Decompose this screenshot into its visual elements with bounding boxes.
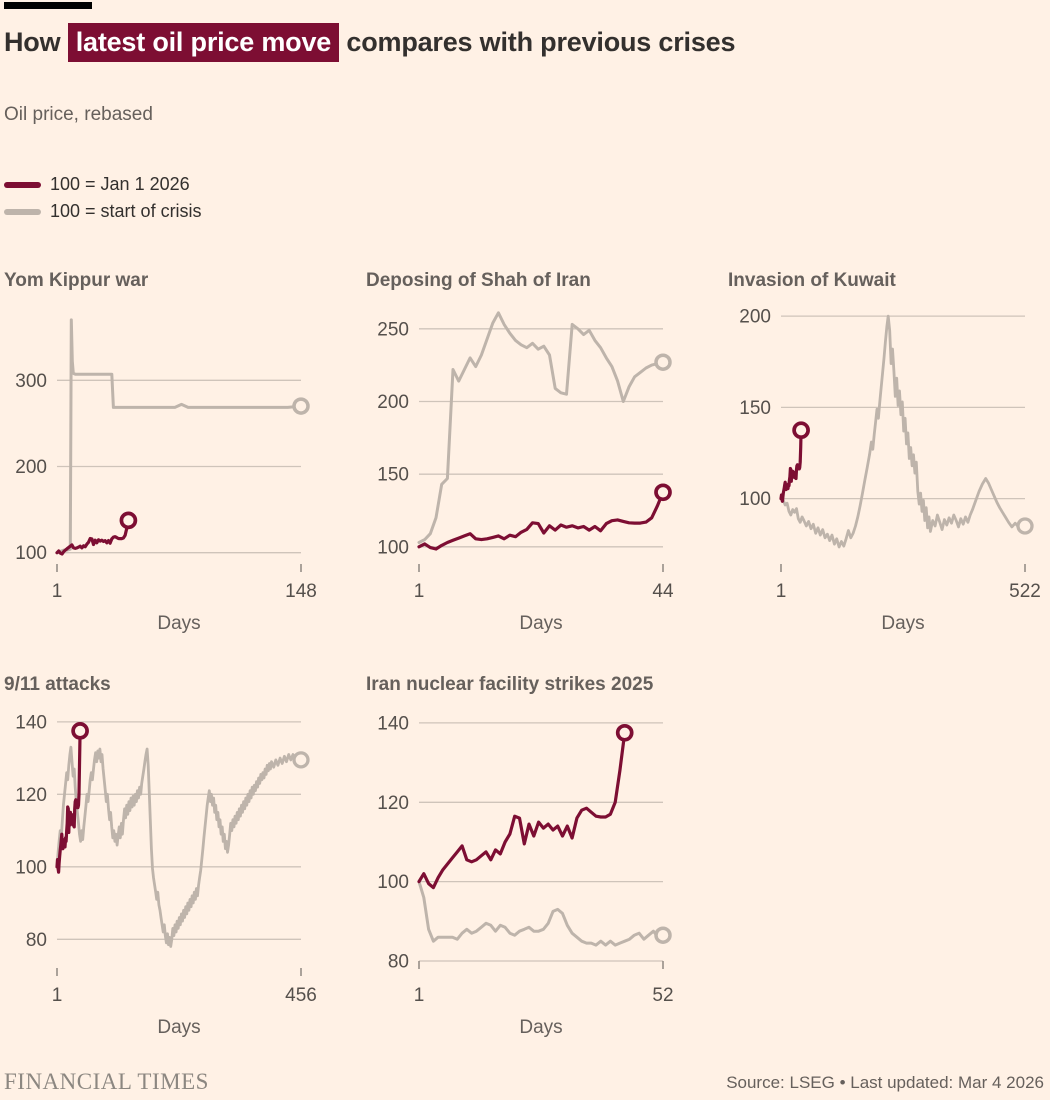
- y-tick-label: 80: [26, 930, 47, 951]
- y-tick-label: 100: [15, 858, 47, 879]
- series-end-marker: [615, 724, 634, 743]
- series-line-gray_line: [55, 746, 303, 949]
- y-tick-label: 200: [15, 457, 47, 478]
- chart-svg: 80 100 120 140 1 456 Days: [15, 713, 317, 1039]
- y-tick-label: 100: [377, 873, 409, 894]
- series-line-gray_line: [417, 880, 665, 948]
- y-tick-label: 100: [15, 544, 47, 565]
- legend-label: 100 = start of crisis: [50, 201, 202, 222]
- series-end-marker: [654, 353, 672, 372]
- chart-panel: Deposing of Shah of Iran 100 150 200 250 1 44 D…: [366, 269, 674, 635]
- top-black-bar: [4, 2, 92, 9]
- series-end-marker: [71, 722, 89, 741]
- series-end-marker: [119, 511, 138, 530]
- series-end-marker: [1016, 517, 1034, 536]
- chart-panel: 9/11 attacks 80 100 120 140 1 456 Days: [4, 673, 317, 1039]
- series-line-claret: [55, 519, 131, 557]
- y-tick-label: 150: [377, 465, 409, 486]
- y-tick-label: 200: [739, 307, 771, 328]
- panel-title: Iran nuclear facility strikes 2025: [366, 674, 654, 696]
- x-tick-label: 456: [285, 985, 317, 1006]
- panels-grid: Yom Kippur war 100 200 300 1 148 Days Deposing …: [4, 269, 1044, 1039]
- series-end-marker: [654, 483, 672, 502]
- x-tick-label: 52: [652, 985, 673, 1006]
- y-tick-label: 80: [388, 952, 409, 973]
- series-end-marker: [292, 397, 310, 416]
- y-tick-label: 150: [739, 398, 771, 419]
- y-tick-label: 100: [377, 538, 409, 559]
- chart-subtitle: Oil price, rebased: [4, 104, 153, 126]
- panel-title: Invasion of Kuwait: [728, 270, 896, 292]
- x-tick-label: 1: [414, 985, 425, 1006]
- x-tick-label: 1: [414, 581, 425, 602]
- y-tick-label: 140: [377, 714, 409, 735]
- series-end-marker: [292, 751, 310, 769]
- series-line-claret: [417, 491, 665, 552]
- x-tick-label: 1: [776, 581, 787, 602]
- x-axis-title: Days: [157, 1017, 200, 1038]
- legend-swatch-crisis: [4, 208, 41, 215]
- x-tick-label: 148: [285, 581, 317, 602]
- series-line-gray_line: [417, 311, 665, 545]
- chart-svg: 100 150 200 250 1 44 Days: [377, 311, 674, 634]
- y-tick-label: 200: [377, 392, 409, 413]
- chart-panel: Iran nuclear facility strikes 2025 80 100 1…: [366, 673, 674, 1039]
- y-tick-label: 300: [15, 371, 47, 392]
- title-suffix: compares with previous crises: [339, 27, 736, 57]
- legend: 100 = Jan 1 2026 100 = start of crisis: [4, 171, 1044, 225]
- panel-title: Deposing of Shah of Iran: [366, 270, 591, 292]
- chart-svg: 80 100 120 140 1 52 Days: [377, 714, 673, 1039]
- legend-item: 100 = Jan 1 2026: [4, 171, 1044, 198]
- series-line-claret: [779, 429, 803, 504]
- chart-svg: 100 200 300 1 148 Days: [15, 318, 317, 634]
- title-prefix: How: [4, 27, 68, 57]
- series-line-gray_line: [55, 318, 303, 555]
- y-tick-label: 140: [15, 713, 47, 734]
- panel-title: 9/11 attacks: [4, 674, 111, 696]
- legend-label: 100 = Jan 1 2026: [50, 174, 190, 195]
- legend-swatch-latest: [4, 181, 41, 188]
- chart-panel: Yom Kippur war 100 200 300 1 148 Days: [4, 269, 317, 635]
- y-tick-label: 120: [377, 793, 409, 814]
- y-tick-label: 120: [15, 785, 47, 806]
- x-axis-title: Days: [519, 1017, 562, 1038]
- chart-panel: Invasion of Kuwait 100 150 200 1 522 Days: [728, 269, 1041, 635]
- x-tick-label: 1: [52, 581, 63, 602]
- series-line-gray_line: [779, 315, 1027, 549]
- title-highlight: latest oil price move: [67, 23, 340, 62]
- x-tick-label: 44: [652, 581, 674, 602]
- panel-title: Yom Kippur war: [4, 270, 149, 292]
- series-end-marker: [654, 926, 672, 945]
- chart-svg: 100 150 200 1 522 Days: [739, 307, 1041, 634]
- page-title: How latest oil price move compares with …: [4, 23, 1044, 62]
- y-tick-label: 250: [377, 320, 409, 341]
- x-axis-title: Days: [881, 613, 924, 634]
- x-axis-title: Days: [157, 613, 200, 634]
- ft-logo: FINANCIAL TIMES: [4, 1069, 209, 1095]
- y-tick-label: 100: [739, 490, 771, 511]
- legend-item: 100 = start of crisis: [4, 198, 1044, 225]
- x-axis-title: Days: [519, 613, 562, 634]
- footer: FINANCIAL TIMES Source: LSEG • Last upda…: [4, 1069, 1044, 1095]
- series-end-marker: [792, 421, 810, 440]
- series-line-claret: [55, 729, 82, 875]
- source-note: Source: LSEG • Last updated: Mar 4 2026: [726, 1073, 1044, 1093]
- x-tick-label: 522: [1009, 581, 1041, 602]
- x-tick-label: 1: [52, 985, 63, 1006]
- series-line-claret: [417, 731, 627, 890]
